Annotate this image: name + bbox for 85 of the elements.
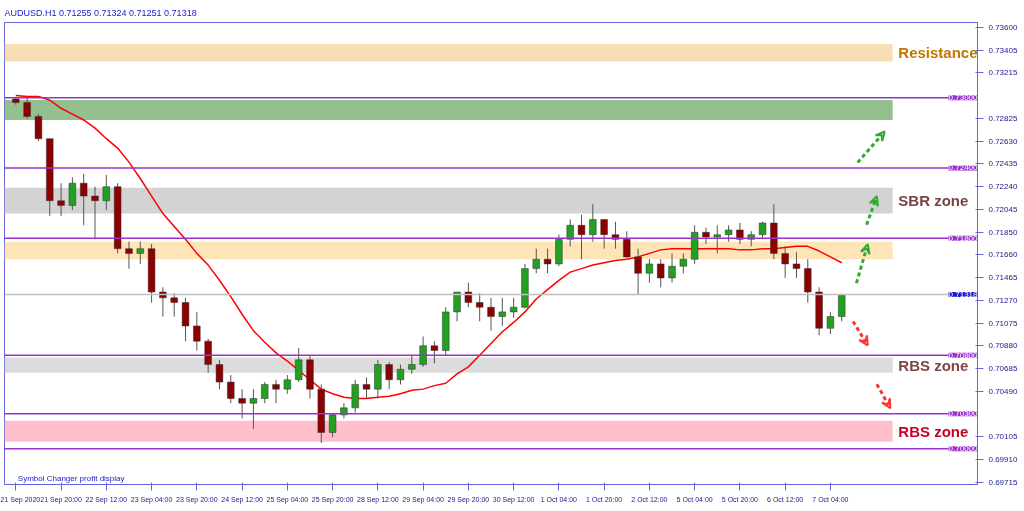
y-tick-label: 0.71850 <box>988 227 1018 237</box>
candlestick <box>80 173 88 226</box>
candlestick <box>453 291 461 322</box>
candlestick <box>227 374 235 404</box>
candlestick <box>498 297 506 327</box>
y-tick-label: 0.70490 <box>988 386 1018 396</box>
ref-line-label: 0.71800 <box>948 233 979 243</box>
y-tick-label: 0.72825 <box>988 113 1018 123</box>
y-tick-label: 0.69910 <box>988 454 1018 464</box>
band-label: SBR zone <box>898 192 969 210</box>
annotation: Symbol Changer profit display <box>17 473 125 483</box>
candlestick <box>419 335 427 368</box>
candlestick <box>713 224 721 254</box>
candlestick <box>283 374 291 395</box>
y-tick-label: 0.72240 <box>988 182 1018 192</box>
candlestick <box>295 347 303 383</box>
y-tick-label: 0.70105 <box>988 432 1018 442</box>
candlestick <box>577 214 586 260</box>
candlestick <box>781 245 789 279</box>
y-tick-label: 0.73600 <box>988 23 1018 33</box>
candlestick <box>543 248 552 274</box>
candlestick <box>136 241 144 265</box>
candlestick <box>91 186 99 240</box>
candlestick <box>487 297 495 332</box>
candlestick <box>476 292 484 322</box>
candlestick <box>509 297 518 319</box>
candlestick <box>68 176 77 211</box>
candlestick <box>623 230 631 259</box>
candlestick <box>215 359 224 390</box>
candlestick <box>532 248 540 274</box>
candlestick <box>362 376 371 399</box>
line-series <box>15 94 843 400</box>
candlestick <box>170 292 178 318</box>
candlestick <box>351 379 359 414</box>
candlestick <box>261 381 269 404</box>
y-tick-label: 0.71075 <box>988 318 1018 328</box>
candlestick <box>826 311 835 335</box>
candlestick <box>645 258 654 284</box>
candlestick <box>238 388 246 419</box>
y-tick-label: 0.72045 <box>988 205 1018 214</box>
candlestick <box>430 340 439 364</box>
ref-line-label: 0.70000 <box>948 444 979 454</box>
candlestick <box>181 297 190 342</box>
candlestick <box>159 286 167 318</box>
y-tick-label: 0.70685 <box>988 364 1018 374</box>
chart-title: AUDUSD.H1 0.71255 0.71324 0.71251 0.71318 <box>4 7 197 18</box>
y-tick-label: 0.73215 <box>988 68 1018 78</box>
y-tick-label: 0.72435 <box>988 159 1018 169</box>
candlestick <box>57 182 65 217</box>
band-label: RBS zone <box>898 422 969 440</box>
candlestick <box>634 248 642 295</box>
candlestick <box>792 251 801 279</box>
y-tick-label: 0.73405 <box>988 45 1018 55</box>
candlestick <box>600 218 608 250</box>
candlestick <box>396 364 405 385</box>
candlestick <box>668 252 676 284</box>
y-tick-label: 0.71465 <box>988 272 1018 282</box>
ref-line-label: 0.72400 <box>948 163 979 173</box>
candlestick <box>838 293 846 322</box>
ref-line-label: 0.70300 <box>948 409 979 419</box>
ref-line-label: 0.71318 <box>948 290 979 300</box>
y-tick-label: 0.72630 <box>988 136 1018 146</box>
y-tick-label: 0.71270 <box>988 295 1018 305</box>
band-label: Resistance <box>898 44 978 62</box>
candlestick <box>679 252 687 274</box>
candlestick <box>272 379 280 404</box>
candlestick <box>657 258 665 288</box>
candlestick <box>193 311 201 352</box>
candlestick <box>34 113 43 142</box>
candlestick <box>804 258 812 304</box>
y-tick-label: 0.69715 <box>988 477 1018 487</box>
y-tick-label: 0.71660 <box>988 250 1018 260</box>
candlestick <box>408 354 416 375</box>
ref-line-label: 0.70800 <box>948 350 979 360</box>
candlestick <box>702 227 710 245</box>
candlestick <box>204 338 212 374</box>
candlestick <box>23 97 31 120</box>
candlestick <box>249 388 258 430</box>
ref-line-label: 0.73000 <box>948 93 979 103</box>
candlestick <box>125 241 133 270</box>
candlestick <box>589 203 597 243</box>
y-tick-label: 0.70880 <box>988 341 1018 351</box>
candlestick <box>385 361 393 390</box>
candlestick <box>102 174 110 211</box>
candlestick <box>464 282 473 308</box>
